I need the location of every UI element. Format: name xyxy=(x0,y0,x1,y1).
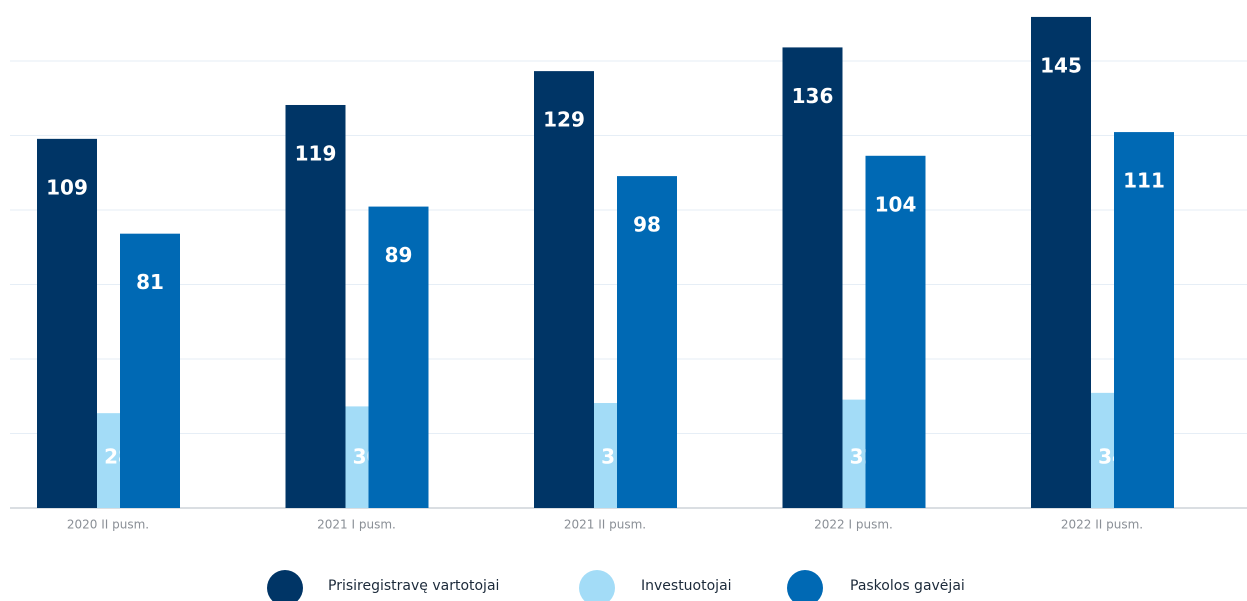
value-label: 136 xyxy=(792,84,834,108)
value-label: 119 xyxy=(295,141,337,165)
value-label: 81 xyxy=(136,270,164,294)
legend-swatch xyxy=(787,570,823,601)
value-label: 98 xyxy=(633,213,661,237)
legend-label: Prisiregistravę vartotojai xyxy=(328,578,499,594)
bar xyxy=(617,176,677,508)
value-label: 129 xyxy=(543,108,585,132)
legend-swatch xyxy=(579,570,615,601)
value-label: 111 xyxy=(1123,169,1165,193)
x-tick-label: 2022 II pusm. xyxy=(1061,518,1143,532)
legend-label: Investuotojai xyxy=(641,578,732,594)
bar xyxy=(782,47,843,509)
value-label: 145 xyxy=(1040,53,1082,77)
bar xyxy=(120,233,180,508)
bar xyxy=(368,206,429,508)
bar xyxy=(285,104,346,508)
value-label: 89 xyxy=(385,243,413,267)
bar xyxy=(1031,16,1091,509)
legend-swatch xyxy=(267,570,303,601)
value-label: 104 xyxy=(875,192,917,216)
legend-label: Paskolos gavėjai xyxy=(850,578,965,594)
bar xyxy=(534,71,594,509)
x-tick-label: 2020 II pusm. xyxy=(67,518,149,532)
bar xyxy=(1114,132,1174,508)
bar xyxy=(37,138,97,508)
bar xyxy=(865,155,926,508)
value-label: 109 xyxy=(46,175,88,199)
x-tick-label: 2021 II pusm. xyxy=(564,518,646,532)
x-tick-label: 2021 I pusm. xyxy=(317,518,396,532)
x-tick-label: 2022 I pusm. xyxy=(814,518,893,532)
